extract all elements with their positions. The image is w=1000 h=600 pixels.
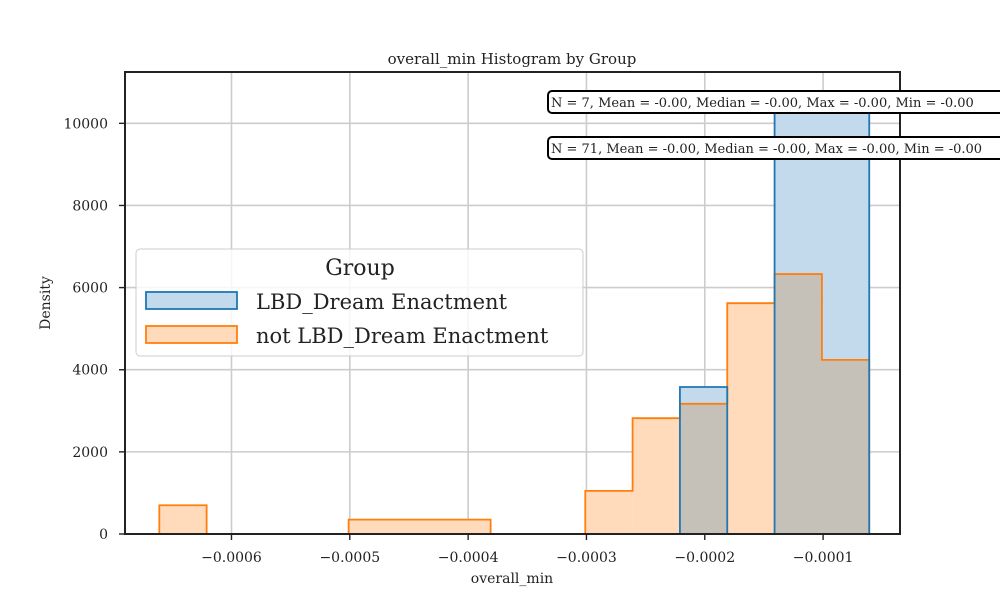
legend-title: Group [325, 256, 395, 281]
y-tick-label: 0 [99, 527, 108, 543]
legend-swatch-not-lbd [145, 325, 238, 344]
annotation-box-lbd [547, 90, 1000, 114]
overlap-bar [679, 403, 728, 534]
not-lbd-bar-2 [348, 519, 491, 534]
overlap-bars [679, 274, 870, 534]
x-axis-label: overall_min [471, 571, 553, 587]
y-axis-label: Density [38, 276, 54, 330]
plot-frame [124, 71, 901, 535]
annotation-not-lbd: N = 71, Mean = -0.00, Median = -0.00, Ma… [547, 136, 1000, 160]
overlap-bar [821, 359, 870, 534]
x-tick-label: −0.0003 [556, 550, 617, 566]
y-axis-ticks: 0 2000 4000 6000 8000 10000 [63, 116, 125, 543]
not-lbd-bar-5 [632, 418, 680, 534]
y-tick-label: 6000 [72, 281, 108, 297]
annotation-text-not-lbd: N = 71, Mean = -0.00, Median = -0.00, Ma… [551, 142, 982, 157]
x-tick-label: −0.0001 [793, 550, 854, 566]
y-tick-label: 4000 [72, 363, 108, 379]
legend-label-not-lbd: not LBD_Dream Enactment [256, 324, 549, 348]
overlap-bar [774, 274, 822, 534]
y-tick-label: 8000 [72, 198, 108, 214]
not-lbd-bar-7 [727, 303, 775, 534]
legend: Group LBD_Dream Enactment not LBD_Dream … [135, 248, 584, 357]
legend-label-lbd: LBD_Dream Enactment [256, 290, 508, 314]
annotation-text-lbd: N = 7, Mean = -0.00, Median = -0.00, Max… [551, 96, 974, 111]
annotation-lbd: N = 7, Mean = -0.00, Median = -0.00, Max… [547, 90, 1000, 114]
y-tick-label: 10000 [63, 116, 108, 132]
x-axis-ticks: −0.0006 −0.0005 −0.0004 −0.0003 −0.0002 −0.00… [201, 534, 853, 566]
legend-swatch-lbd [145, 291, 238, 310]
x-tick-label: −0.0002 [674, 550, 735, 566]
x-tick-label: −0.0004 [438, 550, 499, 566]
x-tick-label: −0.0005 [319, 550, 380, 566]
chart-title: overall_min Histogram by Group [388, 50, 637, 68]
y-tick-label: 2000 [72, 445, 108, 461]
not-lbd-bar-0 [159, 505, 207, 534]
annotation-box-not-lbd [547, 136, 1000, 160]
x-tick-label: −0.0006 [201, 550, 262, 566]
legend-box [135, 248, 584, 357]
not-lbd-bar-4 [585, 490, 633, 534]
